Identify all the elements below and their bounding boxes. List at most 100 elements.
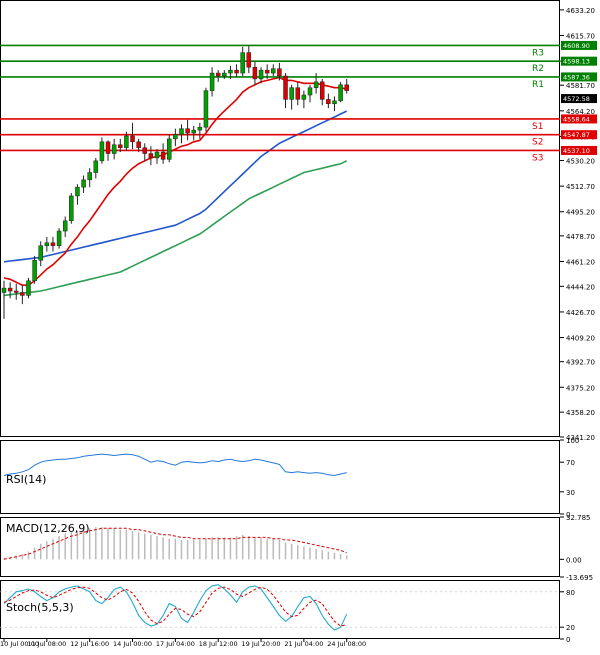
candle-body [283,75,288,100]
main-y-tick-label: 4495.20 [566,209,595,217]
main-panel-frame [0,0,560,437]
candle-body [271,68,276,74]
s2-price-label: 4547.87 [563,131,590,139]
candle-body [118,144,123,148]
main-y-tick-label: 4426.70 [566,309,595,317]
candle [203,87,209,132]
candle [215,70,221,82]
candle [20,285,25,305]
candle [99,137,105,164]
candle [118,138,123,153]
candle-body [197,126,203,131]
main-y-tick-label: 4530.20 [566,158,595,166]
candle [307,84,313,103]
candle [173,128,178,147]
current-price-label: 4572.58 [563,95,590,103]
candle-body [301,94,307,100]
stoch-d-line [3,586,347,627]
ema-fast-line [3,76,347,287]
candle-body [26,280,31,296]
macd-panel-frame [0,517,560,577]
main-y-tick-label: 4409.20 [566,335,595,343]
candle [277,62,282,81]
candle-body [307,87,313,96]
candle [81,175,86,194]
ema-slow-line [3,160,348,297]
x-tick-label: 12 Jul 16:00 [70,640,109,648]
candle-body [203,90,209,128]
candle-body [246,52,252,68]
candle-body [50,242,56,246]
s2-level-name: S2 [532,138,543,148]
candle [26,277,31,299]
s3-level-name: S3 [532,153,543,163]
candle-body [13,290,19,293]
candle-body [179,128,184,135]
candle [75,184,80,205]
candle-body [338,84,343,102]
rsi-title: RSI(14) [6,473,46,486]
macd-title: MACD(12,26,9) [6,522,90,535]
main-y-tick-label: 4358.20 [566,409,595,417]
candle-body [124,135,129,148]
candle-body [264,69,270,74]
macd-y-tick-label: 32.785 [566,514,591,522]
candle [13,283,19,300]
ema-mid-line [3,110,348,263]
s3-price-tag [561,145,597,155]
candle [191,125,196,141]
s2-price-tag [561,130,597,140]
main-y-tick-label: 4564.20 [566,108,595,116]
r3-level-name: R3 [532,48,544,58]
candle [209,67,215,97]
candle-body [56,230,62,246]
candle [154,149,160,164]
candle [228,65,233,79]
candle [289,84,294,110]
candle-body [209,72,215,91]
candle [124,131,129,151]
candle-body [160,151,166,160]
candle-body [111,144,117,154]
main-y-tick-label: 4375.20 [566,384,595,392]
r1-price-tag [561,72,597,82]
macd-signal-line [3,527,347,560]
r3-price-label: 4608.90 [563,42,590,50]
candle-body [75,186,80,197]
main-y-tick-label: 4341.20 [566,434,595,442]
candle [50,236,56,252]
candle-body [44,242,50,246]
candle-body [166,138,172,160]
candle-body [99,141,105,162]
candle [148,146,154,166]
r1-level-name: R1 [532,80,544,90]
candle [136,138,141,153]
candle [93,157,99,179]
s1-price-tag [561,114,597,124]
r2-price-tag [561,56,597,66]
r1-price-label: 4587.36 [563,73,590,81]
candle [105,140,111,161]
stoch-y-tick-label: 0 [566,636,570,644]
r3-price-tag [561,40,597,50]
candle [344,78,349,94]
candle [142,143,148,161]
candle-body [62,220,68,232]
stoch-panel-frame [0,580,560,639]
candle-body [130,135,135,143]
candle-body [240,52,245,74]
candle-body [87,172,92,181]
macd-y-tick-label: -13.695 [566,574,593,582]
candle [179,124,184,144]
r2-price-label: 4598.13 [563,58,590,66]
candle [197,122,203,139]
x-tick-label: 10 Jul 00:00 [0,640,39,648]
candle [319,78,325,106]
candle-body [38,245,43,261]
candle [258,67,264,84]
x-tick-label: 18 Jul 12:00 [199,640,238,648]
candle [111,138,117,160]
candle-body [234,69,239,74]
candle [62,216,68,237]
